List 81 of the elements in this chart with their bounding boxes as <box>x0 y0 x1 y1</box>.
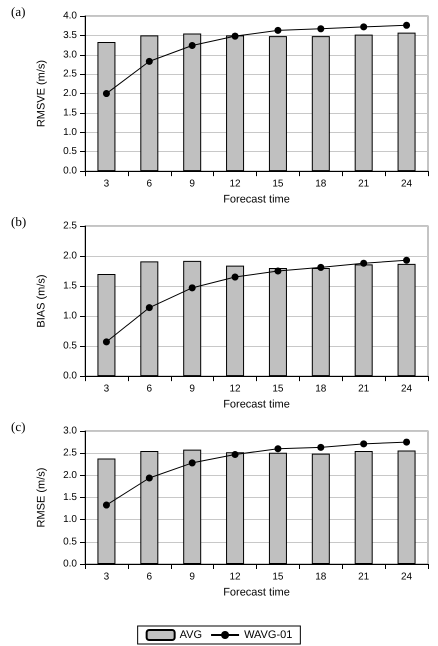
point <box>102 338 110 346</box>
x-axis-title: Forecast time <box>223 194 290 206</box>
y-tick-label: 0.0 <box>63 558 78 570</box>
x-tick-label: 24 <box>401 572 413 582</box>
x-tick-label: 21 <box>358 384 370 395</box>
x-tick-label: 3 <box>104 178 110 190</box>
x-tick-label: 21 <box>358 572 370 582</box>
point <box>360 440 368 448</box>
x-axis-title: Forecast time <box>223 586 290 598</box>
chart-title: (a) <box>11 4 26 19</box>
point <box>102 502 110 509</box>
point <box>317 444 324 451</box>
x-tick-label: 12 <box>230 384 242 395</box>
y-tick-label: 0.5 <box>63 146 78 158</box>
x-tick-label: 9 <box>189 178 196 190</box>
point <box>403 256 410 264</box>
y-axis-title: BIAS (m/s) <box>36 274 48 328</box>
y-tick-label: 1.0 <box>63 126 78 138</box>
y-tick-label: 0.5 <box>63 536 78 548</box>
point <box>232 32 239 40</box>
x-tick-label: 24 <box>401 178 413 190</box>
x-tick-label: 18 <box>315 572 327 582</box>
x-tick-label: 6 <box>146 384 153 395</box>
x-tick-label: 12 <box>230 572 242 582</box>
x-tick-label: 15 <box>272 384 284 395</box>
x-tick-label: 21 <box>358 178 370 190</box>
y-tick-label: 4.0 <box>63 10 78 22</box>
y-tick-label: 2.0 <box>63 250 78 262</box>
point <box>274 26 282 34</box>
y-tick-label: 0.0 <box>63 166 78 177</box>
legend-label: WAVG-01 <box>244 629 292 641</box>
y-axis-title: RMSVE (m/s) <box>36 60 48 128</box>
x-tick-label: 6 <box>146 572 153 582</box>
point <box>403 22 410 29</box>
point <box>274 445 282 452</box>
x-tick-label: 3 <box>104 384 110 395</box>
y-tick-label: 3.5 <box>63 30 78 41</box>
x-tick-label: 15 <box>272 572 284 582</box>
x-axis-title: Forecast time <box>223 398 290 410</box>
point <box>188 284 196 292</box>
point <box>360 23 368 30</box>
point <box>188 459 196 466</box>
x-tick-label: 18 <box>315 178 327 190</box>
point <box>102 90 110 98</box>
x-tick-label: 15 <box>272 178 284 190</box>
x-tick-label: 18 <box>315 384 327 395</box>
y-tick-label: 2.5 <box>63 448 78 459</box>
point <box>274 268 282 275</box>
x-tick-label: 24 <box>401 384 413 395</box>
x-tick-label: 6 <box>146 178 153 190</box>
x-tick-label: 9 <box>189 572 196 582</box>
point <box>232 451 239 458</box>
point <box>146 58 153 65</box>
y-tick-label: 1.0 <box>63 310 78 322</box>
point <box>317 264 324 271</box>
x-tick-label: 12 <box>230 178 242 190</box>
y-tick-label: 2.0 <box>63 470 78 481</box>
y-tick-label: 3.0 <box>63 426 78 436</box>
y-tick-label: 2.5 <box>63 220 78 232</box>
point <box>403 438 410 446</box>
y-tick-label: 1.5 <box>63 107 78 118</box>
y-axis-title: RMSE (m/s) <box>36 468 48 528</box>
y-tick-label: 1.5 <box>63 492 78 503</box>
legend-label: AVG <box>180 629 202 641</box>
y-tick-label: 0.5 <box>63 340 78 352</box>
y-tick-label: 3.0 <box>63 49 78 60</box>
chart-title: (c) <box>11 419 26 434</box>
chart-title: (b) <box>11 214 26 229</box>
x-tick-label: 9 <box>189 384 196 395</box>
point <box>146 304 153 312</box>
point <box>146 474 153 482</box>
y-tick-label: 1.5 <box>63 280 78 292</box>
y-tick-label: 2.5 <box>63 68 78 80</box>
point <box>317 25 324 32</box>
x-tick-label: 3 <box>104 572 110 582</box>
y-tick-label: 0.0 <box>63 370 78 382</box>
point <box>360 260 368 267</box>
point <box>232 274 239 281</box>
y-tick-label: 2.0 <box>63 88 78 100</box>
y-tick-label: 1.0 <box>63 514 78 526</box>
point <box>188 42 196 49</box>
